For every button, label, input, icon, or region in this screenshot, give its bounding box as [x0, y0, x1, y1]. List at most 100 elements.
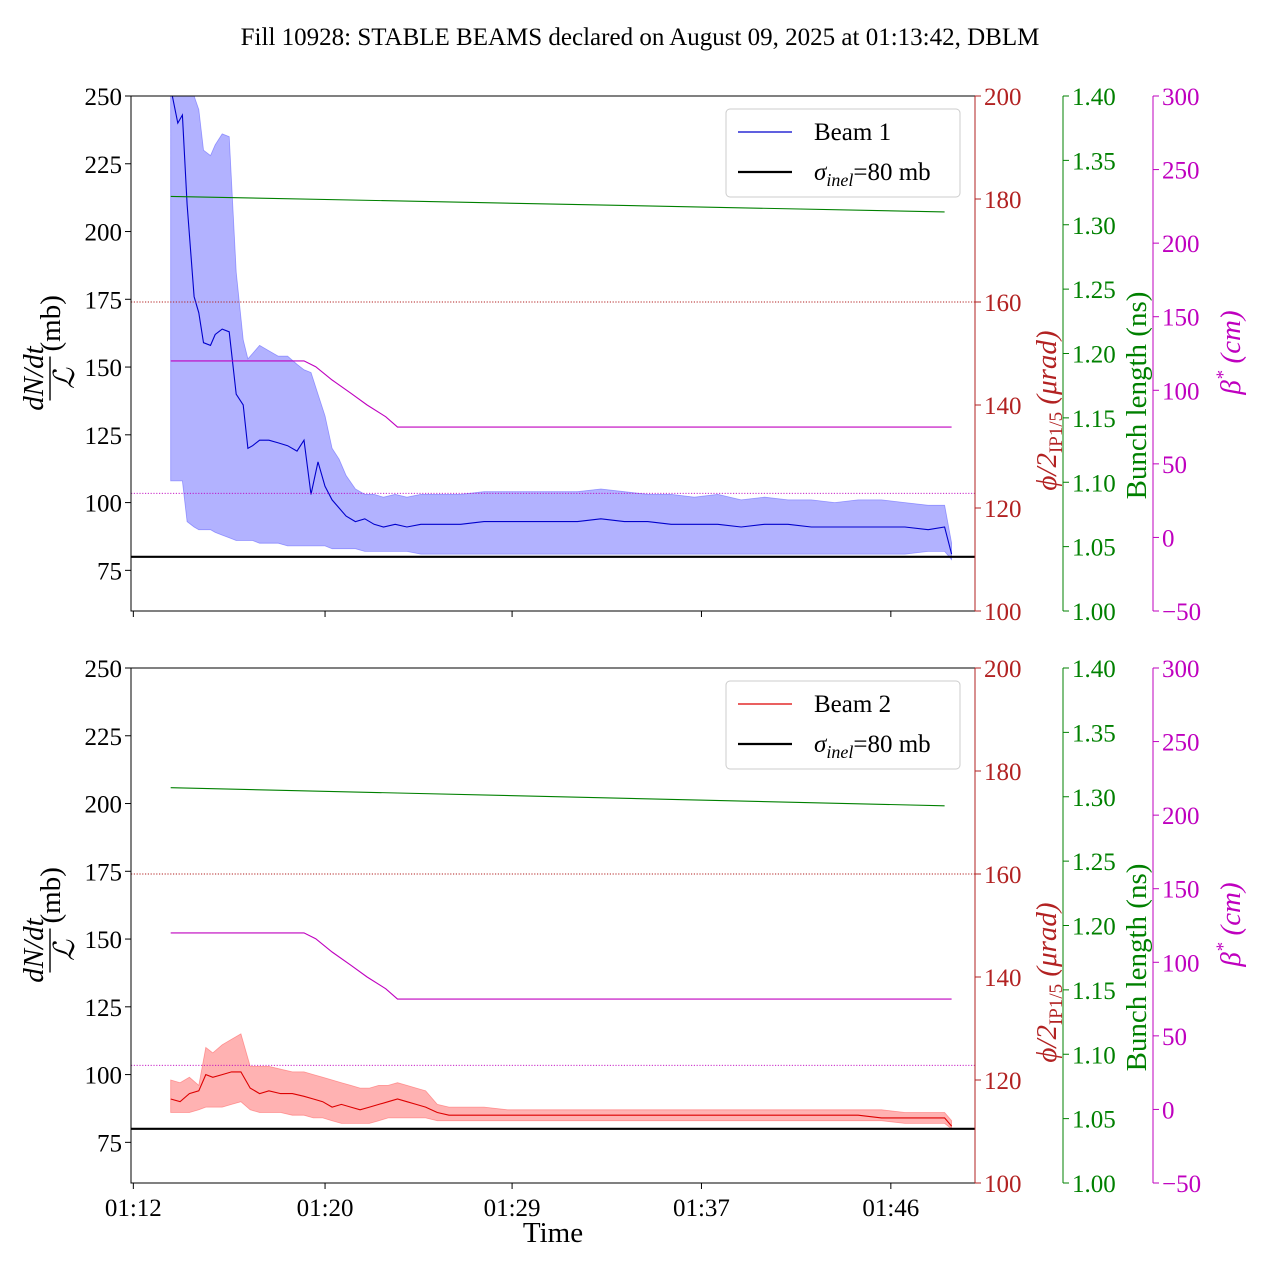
right2-tick-label: 1.05 [1072, 535, 1116, 562]
right1-tick-label: 160 [984, 862, 1022, 889]
left-tick-label: 225 [85, 724, 123, 751]
legend-label-0: Beam 1 [814, 119, 891, 146]
right3-tick-label: 100 [1162, 378, 1200, 405]
left-tick-label: 100 [85, 491, 123, 518]
right3-tick-label: −50 [1162, 599, 1201, 626]
left-tick-label: 75 [97, 1130, 122, 1157]
right2-axis-label-2: Bunch length (ns) [1121, 864, 1153, 1072]
right3-tick-label: 300 [1162, 656, 1200, 683]
chart-title: Fill 10928: STABLE BEAMS declared on Aug… [241, 24, 1040, 51]
right2-tick-label: 1.10 [1072, 470, 1116, 497]
left-tick-label: 150 [85, 927, 123, 954]
legend-2: Beam 2 σinel=80 mb [725, 680, 961, 770]
x-tick-label: 01:46 [862, 1195, 919, 1222]
right3-tick-label: 250 [1162, 730, 1200, 757]
x-tick-label: 01:20 [297, 1195, 354, 1222]
right2-tick-label: 1.15 [1072, 406, 1116, 433]
left-tick-label: 125 [85, 995, 123, 1022]
left-label-unit: (mb) [35, 867, 67, 923]
right1-tick-label: 180 [984, 759, 1022, 786]
left-tick-label: 75 [97, 558, 122, 585]
right1-tick-label: 140 [984, 393, 1022, 420]
left-tick-label: 150 [85, 355, 123, 382]
right1-tick-label: 100 [984, 1171, 1022, 1198]
legend-box [725, 108, 961, 198]
x-tick-label: 01:12 [105, 1195, 162, 1222]
series-line-1-0 [171, 96, 953, 555]
panel-1: 75 100 125 150 175 200 225 250 dN/dt ℒ (mb) 100 120 1… [18, 84, 1247, 626]
right1-tick-label: 100 [984, 599, 1022, 626]
left-tick-label: 200 [85, 220, 123, 247]
right3-tick-label: 200 [1162, 231, 1200, 258]
left-label-unit: (mb) [35, 295, 67, 351]
left-tick-label: 100 [85, 1063, 123, 1090]
band-1-0 [170, 96, 952, 561]
legend-box [725, 680, 961, 770]
right3-tick-label: 300 [1162, 84, 1200, 111]
left-tick-label: 225 [85, 152, 123, 179]
band-2-0 [170, 1033, 952, 1130]
right2-tick-label: 1.25 [1072, 849, 1116, 876]
left-tick-label: 175 [85, 859, 123, 886]
right2-tick-label: 1.30 [1072, 785, 1116, 812]
right2-axis-label-1: Bunch length (ns) [1121, 292, 1153, 500]
right1-tick-label: 200 [984, 84, 1022, 111]
plot-area-2 [131, 787, 975, 1130]
right1-tick-label: 120 [984, 496, 1022, 523]
left-axis-label-2: dN/dt ℒ (mb) [18, 867, 81, 983]
right3-axis-label-1: β* (cm) [1213, 310, 1247, 395]
right1-tick-label: 200 [984, 656, 1022, 683]
series-line-2-0 [170, 1071, 953, 1127]
plot-area-1 [131, 96, 975, 561]
right3-tick-label: 250 [1162, 158, 1200, 185]
right2-tick-label: 1.00 [1072, 599, 1116, 626]
x-axis-label: Time [523, 1217, 583, 1249]
right1-tick-label: 140 [984, 965, 1022, 992]
right2-tick-label: 1.40 [1072, 656, 1116, 683]
left-label-den: ℒ [49, 939, 81, 961]
right3-axis-label-2: β* (cm) [1213, 882, 1247, 967]
right2-tick-label: 1.00 [1072, 1171, 1116, 1198]
right2-tick-label: 1.15 [1072, 978, 1116, 1005]
series-line-2-2 [170, 932, 952, 1000]
panel-2: 75 100 125 150 175 200 225 250 dN/dt ℒ (mb) 100 120 1… [18, 656, 1247, 1222]
left-tick-label: 250 [85, 84, 123, 111]
left-label-num: dN/dt [18, 917, 50, 982]
legend-label-1: σinel=80 mb [814, 731, 931, 762]
right1-tick-label: 180 [984, 187, 1022, 214]
right2-tick-label: 1.35 [1072, 148, 1116, 175]
series-line-2-1 [170, 787, 945, 807]
left-label-num: dN/dt [18, 345, 50, 410]
right3-tick-label: 0 [1162, 525, 1175, 552]
right1-axis-label-2: ϕ/2IP1/5 (μrad) [1031, 902, 1067, 1062]
legend-1: Beam 1 σinel=80 mb [725, 108, 961, 198]
right2-tick-label: 1.25 [1072, 277, 1116, 304]
left-tick-label: 175 [85, 287, 123, 314]
right3-tick-label: 150 [1162, 305, 1200, 332]
right3-tick-label: 50 [1162, 452, 1187, 479]
right3-tick-label: 100 [1162, 950, 1200, 977]
right1-axis-label-1: ϕ/2IP1/5 (μrad) [1031, 330, 1067, 490]
right2-tick-label: 1.30 [1072, 213, 1116, 240]
x-tick-label: 01:29 [484, 1195, 541, 1222]
right2-tick-label: 1.10 [1072, 1042, 1116, 1069]
legend-label-0: Beam 2 [814, 691, 891, 718]
right2-tick-label: 1.05 [1072, 1107, 1116, 1134]
right2-tick-label: 1.20 [1072, 342, 1116, 369]
right3-tick-label: −50 [1162, 1171, 1201, 1198]
series-line-1-1 [170, 195, 945, 213]
right3-tick-label: 200 [1162, 803, 1200, 830]
right3-tick-label: 0 [1162, 1097, 1175, 1124]
right3-tick-label: 50 [1162, 1024, 1187, 1051]
left-tick-label: 125 [85, 423, 123, 450]
left-tick-label: 250 [85, 656, 123, 683]
left-label-den: ℒ [49, 367, 81, 389]
legend-label-1: σinel=80 mb [814, 159, 931, 190]
left-tick-label: 200 [85, 792, 123, 819]
right2-tick-label: 1.35 [1072, 720, 1116, 747]
right3-tick-label: 150 [1162, 877, 1200, 904]
series-line-1-2 [170, 360, 952, 428]
right1-tick-label: 120 [984, 1068, 1022, 1095]
left-axis-label-1: dN/dt ℒ (mb) [18, 295, 81, 411]
